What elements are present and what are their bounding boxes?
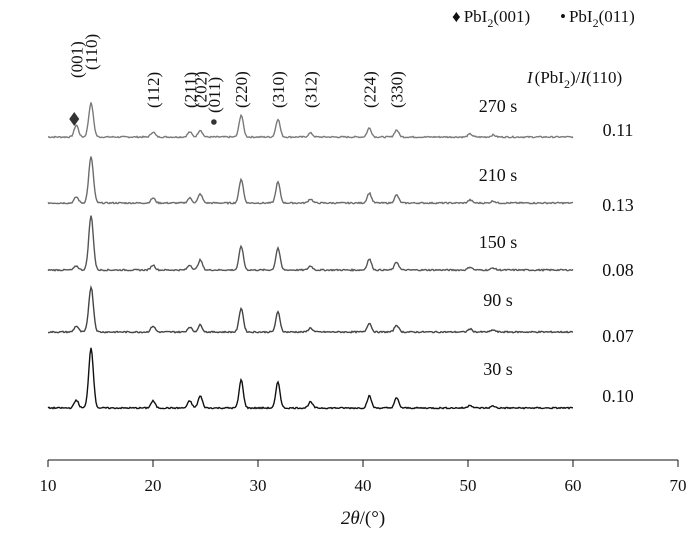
peak-label: (211)	[181, 72, 200, 108]
trace-270s	[47, 102, 574, 139]
trace-150s	[47, 215, 574, 272]
series-traces	[47, 102, 574, 410]
series-label: 270 s	[479, 96, 518, 116]
peak-label: (110)	[82, 34, 101, 70]
peak-label: (112)	[144, 72, 163, 108]
ratio-value: 0.08	[602, 260, 634, 280]
peak-label: (202)	[191, 71, 210, 108]
x-tick-label: 40	[355, 476, 372, 495]
x-tick-label: 20	[145, 476, 162, 495]
pbi2-markers	[69, 112, 217, 126]
x-tick-label: 30	[250, 476, 267, 495]
x-axis: 10 20 30 40 50 60 70	[40, 459, 687, 495]
peak-label: (330)	[388, 71, 407, 108]
series-label: 90 s	[483, 290, 513, 310]
x-tick-label: 70	[670, 476, 687, 495]
ratio-value: 0.11	[603, 120, 634, 140]
ratio-labels: 0.11 0.13 0.08 0.07 0.10	[602, 120, 634, 406]
series-label: 210 s	[479, 165, 518, 185]
series-label: 30 s	[483, 359, 513, 379]
ratio-header: I (PbI2)/I(110)	[526, 68, 622, 91]
ratio-value: 0.10	[602, 386, 634, 406]
peak-label: (312)	[302, 71, 321, 108]
peak-label: (001)	[67, 41, 86, 78]
peak-label: (220)	[232, 71, 251, 108]
trace-90s	[47, 284, 574, 334]
legend-item-pbi2-001: ♦ PbI2(001)	[452, 7, 530, 30]
series-label: 150 s	[479, 232, 518, 252]
ratio-value: 0.07	[602, 326, 634, 346]
peak-label: (310)	[269, 71, 288, 108]
x-tick-label: 60	[565, 476, 582, 495]
x-tick-label: 50	[460, 476, 477, 495]
legend-item-pbi2-011: • PbI2(011)	[560, 7, 635, 30]
ratio-value: 0.13	[602, 195, 634, 215]
x-ticks: 10 20 30 40 50 60 70	[40, 460, 687, 495]
trace-210s	[47, 156, 574, 205]
x-tick-label: 10	[40, 476, 57, 495]
peak-label: (011)	[205, 77, 224, 113]
x-axis-label: 2θ/(°)	[341, 508, 385, 529]
pbi2-001-marker	[69, 112, 80, 126]
series-labels: 270 s 210 s 150 s 90 s 30 s	[479, 96, 518, 379]
trace-30s	[47, 347, 574, 410]
peak-labels: (001)(110) (112) (211)(202)(011) (220) (310)…	[67, 34, 406, 113]
pbi2-011-marker	[211, 119, 217, 125]
peak-label: (224)	[360, 71, 379, 108]
